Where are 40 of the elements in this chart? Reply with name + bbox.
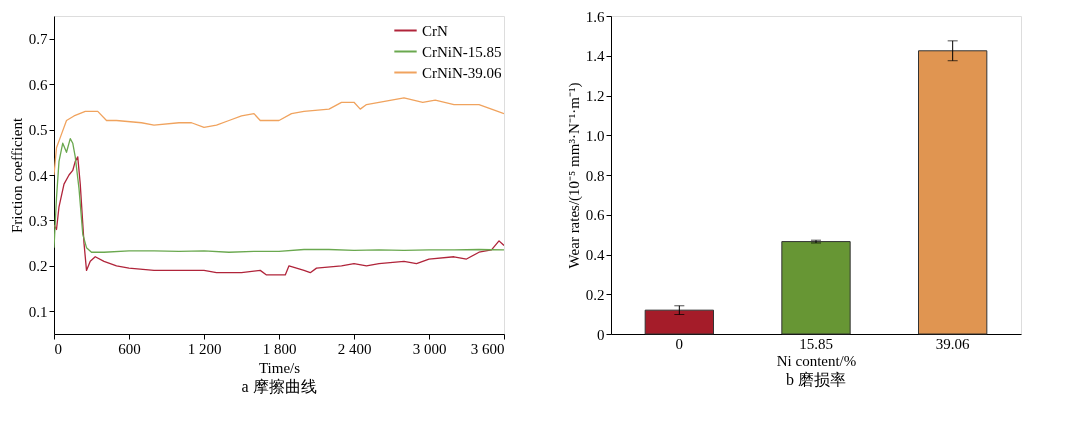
y-tick-label: 0.6 xyxy=(585,207,605,224)
legend-label: CrNiN-15.85 xyxy=(422,43,502,60)
line-series xyxy=(54,97,504,176)
y-tick-label: 0.8 xyxy=(585,167,605,184)
y-tick-label: 0.3 xyxy=(28,212,48,229)
text: b 磨损率 xyxy=(786,371,846,388)
y-tick-label: 1.4 xyxy=(585,48,605,65)
y-tick-label: 0.4 xyxy=(28,167,48,184)
y-tick-label: 1.0 xyxy=(585,127,605,144)
x-tick-label: 3 000 xyxy=(412,340,447,357)
x-tick-label: 0 xyxy=(54,340,62,357)
y-tick-label: 1.6 xyxy=(585,8,605,25)
y-axis-title: Friction coefficient xyxy=(8,117,25,234)
x-tick-label: 39.06 xyxy=(935,335,971,352)
x-tick-label: 3 600 xyxy=(470,340,505,357)
y-tick-label: 1.2 xyxy=(585,88,605,104)
bar xyxy=(781,241,851,335)
bar xyxy=(644,309,714,335)
x-tick-label: 0 xyxy=(675,335,684,352)
y-tick-label: 0.5 xyxy=(28,122,48,139)
x-tick-label: 1 200 xyxy=(187,340,222,357)
y-tick-label: 0.1 xyxy=(28,303,48,320)
legend-label: CrNiN-39.06 xyxy=(422,64,503,81)
y-tick-label: 0.7 xyxy=(28,31,48,48)
bar xyxy=(918,50,988,335)
x-axis-title: Ni content/% xyxy=(776,352,857,369)
line-series xyxy=(54,156,504,276)
y-tick-label: 0.4 xyxy=(585,247,605,263)
y-tick-label: 0.2 xyxy=(28,258,48,275)
legend-label: CrN xyxy=(422,22,448,39)
y-tick-label: 0.2 xyxy=(585,286,605,303)
line-series xyxy=(54,138,504,253)
x-tick-label: 2 400 xyxy=(337,340,372,357)
x-tick-label: 600 xyxy=(118,340,141,357)
x-axis-title: Time/s xyxy=(258,359,301,376)
x-tick-label: 1 800 xyxy=(262,340,297,357)
y-tick-label: 0.6 xyxy=(28,76,48,93)
text: a 摩擦曲线 xyxy=(241,378,317,395)
x-tick-label: 15.85 xyxy=(799,335,833,352)
y-axis-title: Wear rates/(10⁻⁵ mm³·N⁻¹·m⁻¹) xyxy=(565,82,583,269)
